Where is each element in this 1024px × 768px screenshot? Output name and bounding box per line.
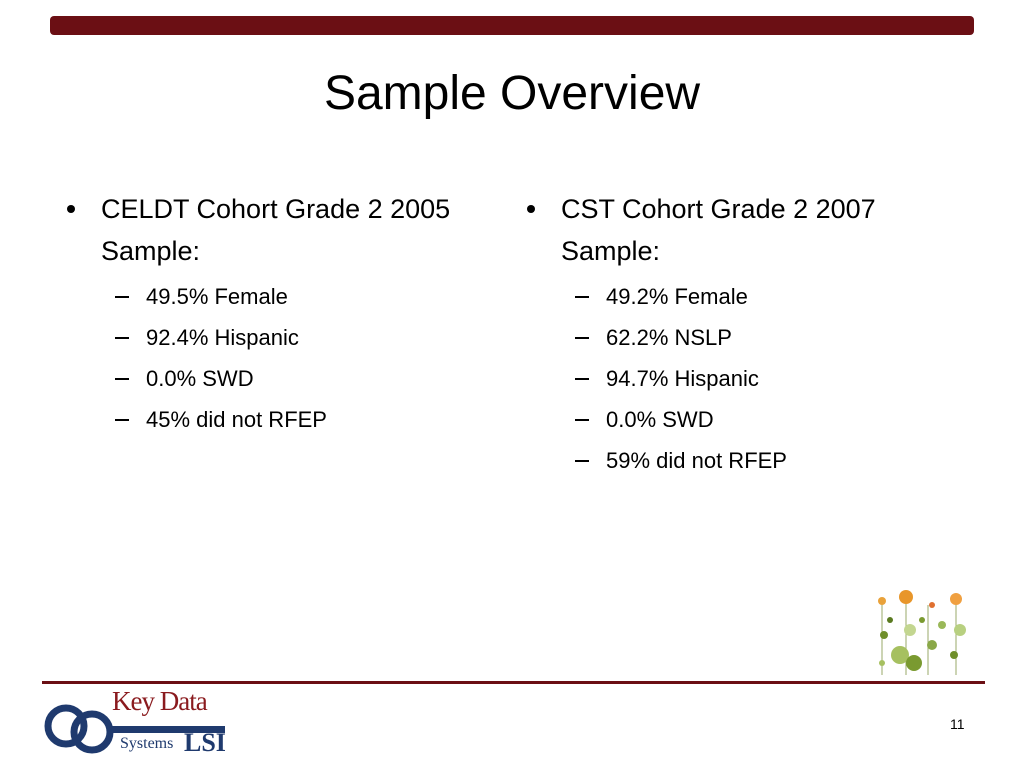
item-text: 0.0% SWD bbox=[606, 407, 714, 432]
item-text: 45% did not RFEP bbox=[146, 407, 327, 432]
item-text: 59% did not RFEP bbox=[606, 448, 787, 473]
left-column: CELDT Cohort Grade 2 2005 Sample: 49.5% … bbox=[67, 188, 521, 440]
item-text: 92.4% Hispanic bbox=[146, 325, 299, 350]
item-text: 62.2% NSLP bbox=[606, 325, 732, 350]
list-item: 0.0% SWD bbox=[115, 358, 521, 399]
list-item: 49.5% Female bbox=[115, 276, 521, 317]
list-item: 94.7% Hispanic bbox=[575, 358, 961, 399]
slide-title: Sample Overview bbox=[323, 67, 701, 120]
bullet bbox=[67, 205, 75, 213]
dash bbox=[115, 296, 129, 298]
dash bbox=[115, 337, 129, 339]
top-bar bbox=[50, 16, 974, 35]
item-list: 49.2% Female 62.2% NSLP 94.7% Hispanic 0.0%… bbox=[575, 276, 961, 481]
dash bbox=[575, 460, 589, 462]
company-logo: Key Data Systems LSI bbox=[44, 688, 226, 757]
dash bbox=[575, 296, 589, 298]
list-item: 92.4% Hispanic bbox=[115, 317, 521, 358]
list-item: 45% did not RFEP bbox=[115, 399, 521, 440]
list-item: 0.0% SWD bbox=[575, 399, 961, 440]
list-item: 59% did not RFEP bbox=[575, 440, 961, 481]
page-number: 11 bbox=[950, 716, 965, 732]
column-heading: CST Cohort Grade 2 2007 Sample: bbox=[527, 188, 961, 272]
dash bbox=[575, 337, 589, 339]
column-heading: CELDT Cohort Grade 2 2005 Sample: bbox=[67, 188, 521, 272]
dash bbox=[575, 419, 589, 421]
bullet bbox=[527, 205, 535, 213]
footer-line bbox=[42, 681, 985, 684]
logo-name: Key Data bbox=[112, 688, 208, 716]
item-text: 0.0% SWD bbox=[146, 366, 254, 391]
heading-text: CELDT Cohort Grade 2 2005 Sample: bbox=[101, 194, 451, 266]
heading-text: CST Cohort Grade 2 2007 Sample: bbox=[561, 194, 876, 266]
dash bbox=[575, 378, 589, 380]
dash bbox=[115, 419, 129, 421]
item-list: 49.5% Female 92.4% Hispanic 0.0% SWD 45% di… bbox=[115, 276, 521, 440]
right-column: CST Cohort Grade 2 2007 Sample: 49.2% Fe… bbox=[527, 188, 961, 481]
item-text: 49.2% Female bbox=[606, 284, 748, 309]
item-text: 49.5% Female bbox=[146, 284, 288, 309]
list-item: 62.2% NSLP bbox=[575, 317, 961, 358]
list-item: 49.2% Female bbox=[575, 276, 961, 317]
item-text: 94.7% Hispanic bbox=[606, 366, 759, 391]
logo-mark: LSI bbox=[184, 728, 226, 757]
plant-illustration bbox=[878, 590, 966, 675]
dash bbox=[115, 378, 129, 380]
logo-tagline: Systems bbox=[120, 735, 173, 752]
